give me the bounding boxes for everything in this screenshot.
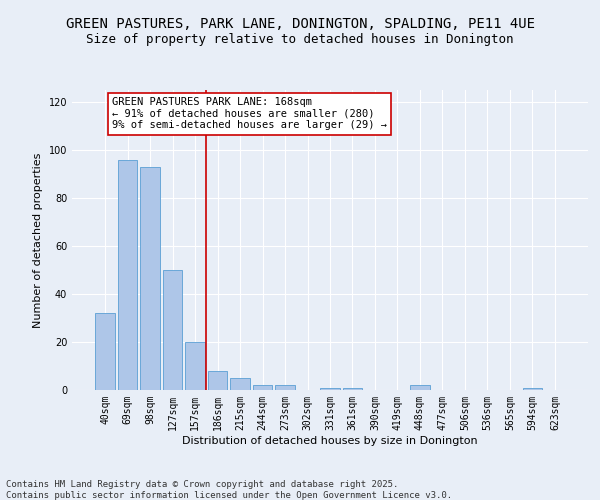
Bar [163,270,182,390]
Bar [343,388,362,390]
Bar [230,378,250,390]
Text: GREEN PASTURES, PARK LANE, DONINGTON, SPALDING, PE11 4UE: GREEN PASTURES, PARK LANE, DONINGTON, SP… [65,18,535,32]
Text: Size of property relative to detached houses in Donington: Size of property relative to detached ho… [86,32,514,46]
Bar [253,385,272,390]
Bar [95,313,115,390]
Y-axis label: Number of detached properties: Number of detached properties [33,152,43,328]
Bar [118,160,137,390]
Bar [185,342,205,390]
Bar [208,371,227,390]
X-axis label: Distribution of detached houses by size in Donington: Distribution of detached houses by size … [182,436,478,446]
Bar [410,385,430,390]
Text: Contains HM Land Registry data © Crown copyright and database right 2025.
Contai: Contains HM Land Registry data © Crown c… [6,480,452,500]
Bar [523,388,542,390]
Text: GREEN PASTURES PARK LANE: 168sqm
← 91% of detached houses are smaller (280)
9% o: GREEN PASTURES PARK LANE: 168sqm ← 91% o… [112,97,387,130]
Bar [320,388,340,390]
Bar [275,385,295,390]
Bar [140,167,160,390]
